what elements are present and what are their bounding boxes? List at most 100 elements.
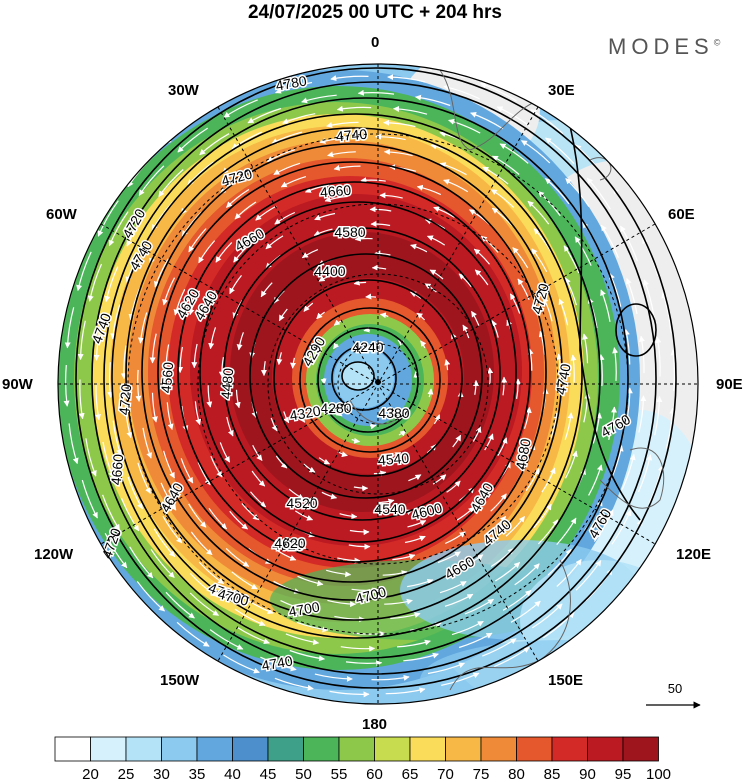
streamline-arrow <box>93 323 102 361</box>
streamline-arrow <box>194 401 202 426</box>
streamline-arrow <box>437 551 461 564</box>
streamline-arrow <box>104 266 119 303</box>
streamline-arrow <box>429 269 444 280</box>
streamline-arrow <box>407 578 434 588</box>
streamline-arrow <box>333 342 340 350</box>
streamline-arrow <box>531 248 548 272</box>
streamline-arrow <box>135 369 142 402</box>
streamline-arrow <box>625 387 633 424</box>
colorbar-label: 80 <box>508 766 525 782</box>
streamline-arrow <box>542 296 553 322</box>
contour-label: 4660 <box>319 182 352 201</box>
streamline-arrow <box>188 228 207 253</box>
contour-label: 4740 <box>335 126 368 145</box>
streamline-arrow <box>271 131 303 144</box>
streamline-arrow <box>275 455 288 469</box>
streamline-arrow <box>160 482 177 511</box>
streamline-arrow <box>260 361 267 377</box>
colorbar-label: 90 <box>579 766 596 782</box>
streamline-arrow <box>451 620 484 636</box>
contour-label: 4540 <box>374 501 405 517</box>
streamline-arrow <box>215 241 233 263</box>
streamline-arrow <box>462 324 470 339</box>
streamline-arrow <box>198 240 216 264</box>
streamline-arrow <box>582 333 589 364</box>
streamline-arrow <box>470 112 504 130</box>
streamline-arrow <box>231 571 258 590</box>
contour-line <box>273 279 463 477</box>
streamline-arrow <box>609 273 622 307</box>
streamline-arrow <box>486 515 507 534</box>
streamline-arrow <box>586 177 611 210</box>
streamline-arrow <box>550 412 560 438</box>
streamline-arrow <box>520 140 551 164</box>
map-border <box>57 63 699 705</box>
streamline-arrow <box>494 646 530 668</box>
streamline-arrow <box>189 592 220 616</box>
streamline-arrow <box>501 376 508 396</box>
streamline-arrow <box>327 599 357 608</box>
streamline-arrow <box>64 307 75 349</box>
streamline-arrow <box>592 412 603 444</box>
streamline-arrow <box>234 201 257 220</box>
streamline-arrow <box>313 228 333 236</box>
contour-label: 4620 <box>274 535 305 551</box>
streamline-arrow <box>472 426 482 442</box>
streamline-arrow <box>439 162 467 176</box>
streamline-arrow <box>387 74 426 83</box>
colorbar-swatch <box>90 736 127 762</box>
streamline-arrow <box>670 349 677 391</box>
streamline-arrow <box>494 561 521 582</box>
streamline-arrow <box>531 603 563 629</box>
contour-line <box>157 161 547 583</box>
streamline-arrow <box>565 178 590 207</box>
pole-marker <box>375 379 381 385</box>
streamline-arrow <box>354 235 373 242</box>
streamline-arrow <box>301 94 337 104</box>
streamline-arrow <box>400 406 407 414</box>
streamline-arrow <box>575 560 602 591</box>
streamline-arrow <box>588 464 603 496</box>
streamline-arrow <box>427 388 434 398</box>
streamline-arrow <box>296 621 329 633</box>
streamline-arrow <box>515 378 522 400</box>
streamline-arrow <box>283 411 290 424</box>
lon-label-60w: 60W <box>46 206 77 223</box>
streamline-arrow <box>189 573 217 597</box>
streamline-arrow <box>512 247 529 269</box>
streamline-arrow <box>514 563 540 586</box>
streamline-arrow <box>76 251 92 292</box>
streamline-arrow <box>289 649 325 662</box>
streamline-arrow <box>409 291 422 299</box>
streamline-arrow <box>547 548 572 576</box>
streamline-arrow <box>294 510 314 521</box>
streamline-arrow <box>441 672 480 686</box>
streamline-arrow <box>448 118 481 134</box>
streamline-arrow <box>408 474 422 482</box>
contour-line <box>559 89 641 521</box>
streamline-arrow <box>260 282 273 298</box>
streamline-arrow <box>225 547 250 567</box>
streamline-arrow <box>136 580 165 612</box>
streamline-arrow <box>326 121 359 128</box>
streamline-arrow <box>654 395 663 436</box>
streamline-arrow <box>353 279 367 286</box>
streamline-arrow <box>490 548 514 568</box>
streamline-arrow <box>301 249 319 259</box>
contour-line <box>223 227 501 521</box>
streamline-arrow <box>480 235 499 253</box>
streamline-arrow <box>371 674 410 681</box>
streamline-arrow <box>191 343 198 369</box>
contour-label: 4560 <box>158 361 177 394</box>
streamline-arrow <box>499 143 529 164</box>
streamline-arrow <box>349 529 370 536</box>
streamline-arrow <box>314 673 353 682</box>
colorbar-label: 40 <box>224 766 241 782</box>
streamline-arrow <box>68 423 79 465</box>
streamline-arrow <box>470 310 480 326</box>
streamline-arrow <box>137 462 151 494</box>
brand-logo: MODES© <box>608 34 720 60</box>
lon-label-180: 180 <box>362 716 388 733</box>
streamline-arrow <box>410 243 428 253</box>
streamline-arrow <box>229 275 242 295</box>
